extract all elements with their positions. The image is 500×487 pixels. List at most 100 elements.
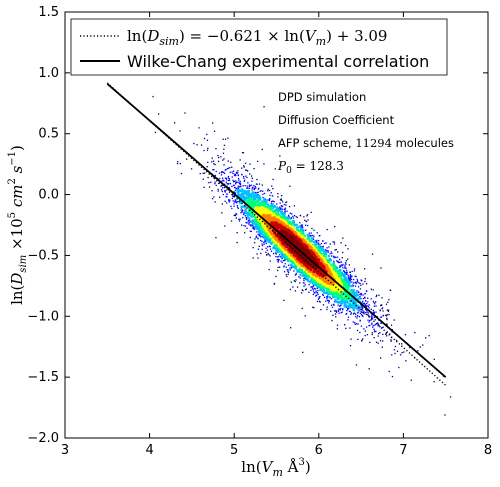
scatter-point [393,349,396,351]
scatter-point [269,230,273,233]
scatter-point [379,340,382,342]
scatter-point [237,177,240,180]
scatter-point [263,241,265,243]
scatter-point [231,197,233,200]
scatter-point [242,185,244,187]
scatter-point [238,179,240,181]
scatter-point [313,287,316,290]
scatter-point [377,322,379,324]
scatter-point [270,250,273,252]
scatter-point [306,241,309,244]
scatter-point [345,260,347,262]
scatter-point [349,279,351,281]
scatter-point [253,185,255,187]
scatter-point [373,311,375,313]
scatter-point [202,178,204,180]
scatter-point [247,190,250,194]
scatter-point [237,200,239,203]
scatter-point [349,274,351,276]
scatter-point [339,288,342,291]
legend-box [70,18,448,76]
scatter-point [152,95,154,98]
scatter-point [243,180,245,182]
scatter-point [252,247,254,249]
scatter-point [296,226,299,229]
scatter-point [235,175,237,177]
scatter-point [261,243,263,245]
scatter-point [353,301,357,304]
scatter-point [339,258,341,261]
scatter-point [348,281,352,284]
scatter-point [218,172,221,174]
scatter-point [339,309,341,311]
scatter-point [337,310,340,312]
scatter-point [208,182,210,184]
scatter-point [222,184,224,187]
scatter-point [355,282,357,285]
scatter-point [288,205,291,208]
scatter-point [343,302,346,305]
scatter-point [252,197,255,201]
scatter-point [344,271,346,274]
scatter-point [316,287,318,289]
scatter-point [278,208,280,210]
scatter-point [356,307,360,310]
scatter-point [299,274,301,276]
scatter-point [198,127,200,129]
scatter-point [154,131,157,134]
scatter-point [244,204,248,208]
scatter-point [284,211,286,213]
scatter-point [367,314,369,317]
scatter-point [309,234,311,236]
scatter-point [346,309,348,312]
scatter-point [253,242,256,244]
scatter-point [310,289,312,291]
scatter-point [348,277,350,279]
scatter-point [320,273,323,276]
scatter-point [318,281,322,284]
scatter-point [246,222,248,224]
scatter-point [283,271,286,273]
scatter-point [283,220,286,223]
scatter-point [236,172,239,174]
scatter-point [262,196,264,199]
scatter-point [336,260,338,262]
scatter-point [272,210,276,214]
scatter-point [304,315,306,317]
scatter-point [331,289,335,292]
scatter-point [207,176,209,179]
wilke-chang-line [106,83,447,378]
scatter-point [315,281,318,284]
scatter-point [365,308,367,311]
scatter-point [275,207,279,211]
scatter-point [335,256,337,259]
scatter-point [252,186,254,188]
scatter-point [369,315,371,317]
scatter-point [313,229,315,231]
scatter-point [344,262,347,264]
scatter-point [364,278,366,280]
scatter-point [242,213,245,216]
scatter-point [298,225,301,228]
scatter-point [372,300,374,303]
scatter-point [242,152,245,154]
scatter-point [247,193,250,196]
scatter-point [348,264,350,266]
scatter-point [404,334,407,336]
scatter-point [269,228,273,231]
scatter-point [344,324,346,326]
scatter-point [243,225,245,227]
scatter-point [238,186,241,188]
scatter-point [326,247,328,249]
scatter-point [259,234,261,237]
scatter-point [324,286,327,290]
scatter-point [221,212,223,214]
scatter-point [380,322,382,324]
scatter-point [375,330,377,333]
scatter-point [350,276,352,279]
scatter-point [337,292,340,295]
scatter-point [301,307,303,310]
scatter-point [249,185,251,187]
scatter-point [275,275,277,278]
scatter-point [285,247,288,251]
